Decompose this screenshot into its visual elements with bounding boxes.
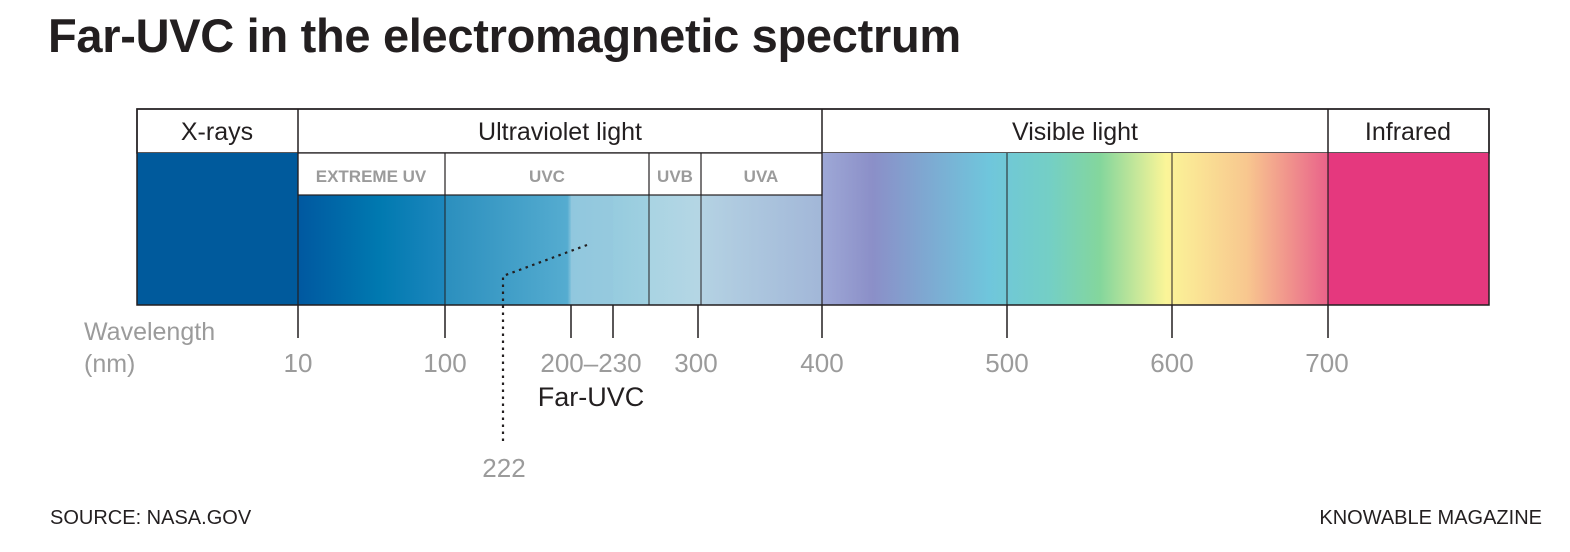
band-uvb [649, 195, 701, 305]
credit-note: KNOWABLE MAGAZINE [1319, 507, 1542, 529]
tick-label: 700 [1305, 348, 1348, 378]
category-visible: Visible light [1012, 118, 1138, 146]
band-uvc [445, 195, 649, 305]
wavelength-222-label: 222 [482, 453, 525, 483]
source-note: SOURCE: NASA.GOV [50, 507, 252, 529]
axis-label-unit: (nm) [84, 350, 135, 378]
tick-label: 200–230 [540, 348, 641, 378]
band-infrared [1328, 153, 1489, 305]
axis-label-wavelength: Wavelength [84, 318, 215, 346]
uv-band-uvc: UVC [529, 167, 565, 186]
category-infrared: Infrared [1365, 118, 1451, 146]
pointer-222 [501, 243, 588, 445]
tick-label: 10 [284, 348, 313, 378]
page-title: Far-UVC in the electromagnetic spectrum [48, 9, 961, 62]
band-extreme-uv [298, 195, 445, 305]
band-xrays [137, 153, 298, 305]
band-far-uvc [571, 195, 613, 305]
tick-label: 400 [800, 348, 843, 378]
category-xrays: X-rays [181, 118, 253, 146]
far-uvc-label: Far-UVC [538, 382, 645, 412]
uv-band-uva: UVA [744, 167, 779, 186]
tick-label: 500 [985, 348, 1028, 378]
uv-band-extreme: EXTREME UV [316, 167, 427, 186]
tick-label: 100 [423, 348, 466, 378]
tick-label: 600 [1150, 348, 1193, 378]
band-uva [701, 195, 822, 305]
category-ultraviolet: Ultraviolet light [478, 118, 642, 146]
tick-label: 300 [674, 348, 717, 378]
uv-band-uvb: UVB [657, 167, 693, 186]
band-visible [822, 153, 1328, 305]
